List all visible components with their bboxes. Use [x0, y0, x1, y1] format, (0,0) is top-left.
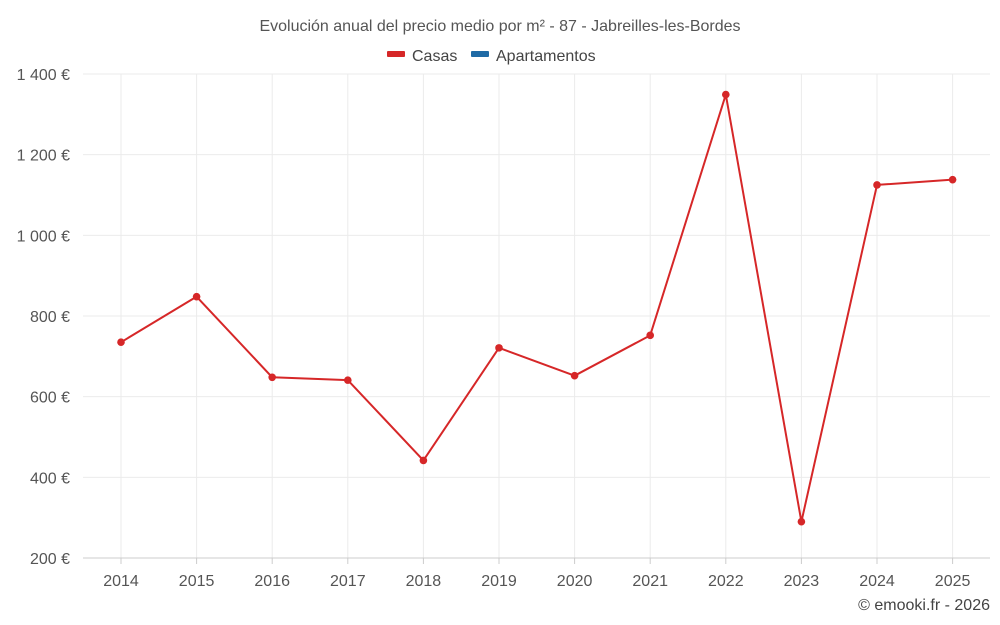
data-point[interactable] [570, 371, 579, 380]
y-tick-label: 1 200 € [17, 148, 70, 165]
y-tick-label: 600 € [30, 390, 70, 407]
legend-label-casas: Casas [412, 48, 457, 65]
x-tick-label: 2015 [179, 573, 215, 590]
y-tick-label: 1 000 € [17, 228, 70, 245]
y-tick-label: 400 € [30, 470, 70, 487]
x-axis-ticks: 2014 2015 2016 2017 2018 2019 2020 2021 2022 2023… [103, 558, 970, 590]
x-tick-label: 2017 [330, 573, 366, 590]
data-point[interactable] [117, 338, 125, 347]
data-point[interactable] [495, 344, 503, 352]
data-point[interactable] [344, 376, 352, 384]
data-point[interactable] [192, 292, 201, 301]
legend-swatch-apartamentos [471, 51, 489, 57]
legend-item-apartamentos[interactable]: Apartamentos [471, 48, 596, 65]
data-point[interactable] [873, 181, 881, 189]
y-tick-label: 800 € [30, 309, 70, 326]
chart-title: Evolución anual del precio medio por m² … [259, 18, 740, 35]
x-tick-label: 2023 [784, 573, 820, 590]
data-point[interactable] [419, 456, 428, 465]
legend-label-apartamentos: Apartamentos [496, 48, 596, 65]
x-tick-label: 2022 [708, 573, 744, 590]
data-point[interactable] [646, 331, 654, 340]
x-tick-label: 2021 [632, 573, 668, 590]
y-tick-label: 1 400 € [17, 67, 70, 84]
x-tick-label: 2018 [406, 573, 442, 590]
x-tick-label: 2019 [481, 573, 517, 590]
legend-item-casas[interactable]: Casas [387, 48, 457, 65]
data-point[interactable] [797, 517, 806, 526]
series-layer [117, 90, 957, 526]
credit-text: © emooki.fr - 2026 [858, 597, 990, 614]
x-tick-label: 2025 [935, 573, 971, 590]
series-line-casas [120, 93, 953, 523]
x-tick-label: 2016 [254, 573, 290, 590]
y-axis-ticks: 200 € 400 € 600 € 800 € 1 000 € 1 200 € 1 400 … [17, 67, 70, 568]
legend-swatch-casas [387, 51, 405, 57]
data-point[interactable] [948, 175, 957, 184]
x-tick-label: 2024 [859, 573, 895, 590]
x-tick-label: 2020 [557, 573, 593, 590]
data-point[interactable] [268, 373, 277, 382]
y-tick-label: 200 € [30, 551, 70, 568]
x-tick-label: 2014 [103, 573, 139, 590]
legend: Casas Apartamentos [387, 48, 596, 65]
y-gridlines [83, 73, 990, 478]
data-point[interactable] [722, 90, 730, 99]
